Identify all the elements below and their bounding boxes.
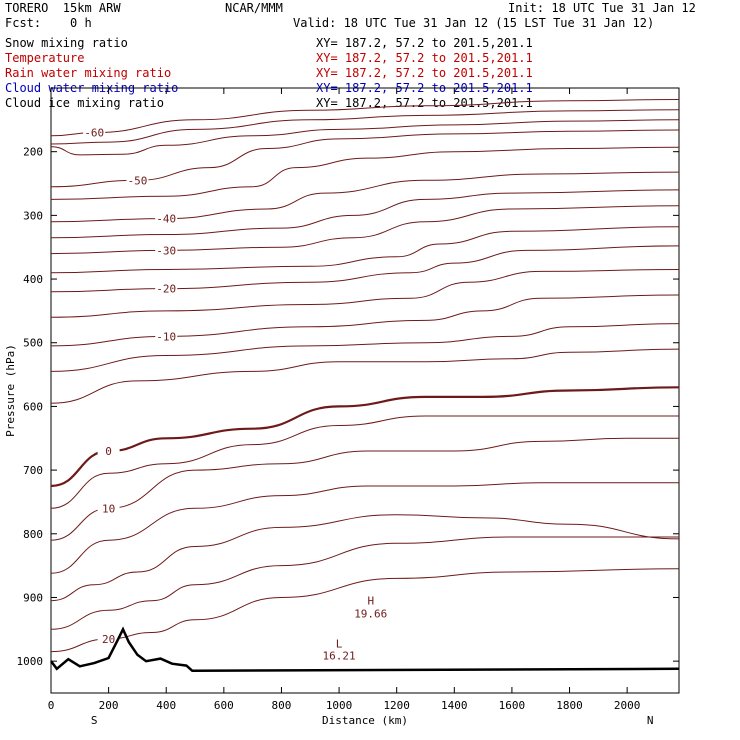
- x-tick-label: 0: [48, 699, 55, 712]
- annotation-1: 19.66: [354, 607, 387, 620]
- valid-time: Valid: 18 UTC Tue 31 Jan 12 (15 LST Tue …: [293, 16, 655, 30]
- x-tick-label: 1800: [556, 699, 583, 712]
- end-label-north: N: [647, 714, 654, 727]
- y-tick-label: 900: [23, 591, 43, 604]
- contour-label: 0: [105, 445, 112, 458]
- contour-label-bg: [97, 631, 120, 645]
- contour-label-bg: [97, 501, 120, 515]
- contour-line-10: [50, 437, 679, 541]
- annotation-0: H: [367, 595, 374, 608]
- contour-line-c8: [50, 226, 680, 274]
- contour-label: 10: [102, 502, 115, 515]
- contour-label-bg: [155, 243, 178, 257]
- temperature-contours: -60 -50 -40 -30 -20 -10 0 10 20: [50, 99, 680, 653]
- contour-label-bg: [97, 444, 120, 457]
- contour-line-m50: [50, 129, 680, 188]
- x-tick-label: 400: [156, 699, 176, 712]
- legend-label-snow: Snow mixing ratio: [5, 36, 128, 50]
- x-tick-label: 1000: [326, 699, 353, 712]
- contour-label-bg: [126, 173, 149, 187]
- plot-frame: [50, 87, 680, 694]
- y-tick-label: 700: [23, 464, 43, 477]
- init-time: Init: 18 UTC Tue 31 Jan 12: [508, 1, 696, 15]
- x-tick-label: 200: [99, 699, 119, 712]
- legend-label-temperature: Temperature: [5, 51, 85, 65]
- legend-xy-rain: XY= 187.2, 57.2 to 201.5,201.1: [316, 66, 533, 80]
- x-tick-label: 600: [214, 699, 234, 712]
- y-tick-label: 500: [23, 337, 43, 350]
- y-tick-label: 200: [23, 146, 43, 159]
- contour-line-m20: [50, 245, 680, 293]
- contour-label: -30: [156, 244, 176, 257]
- contour-label: -50: [127, 174, 147, 187]
- legend-xy-snow: XY= 187.2, 57.2 to 201.5,201.1: [316, 36, 533, 50]
- y-tick-label: 800: [23, 528, 43, 541]
- contour-line-c2: [50, 119, 680, 156]
- contour-label-bg: [83, 125, 106, 139]
- x-tick-label: 1200: [383, 699, 410, 712]
- annotation-3: 16.21: [323, 649, 356, 662]
- model-name: TORERO 15km ARW: [5, 1, 121, 15]
- y-tick-label: 1000: [17, 655, 44, 668]
- organization: NCAR/MMM: [225, 1, 283, 15]
- contour-label: -10: [156, 330, 176, 343]
- contour-line-20: [50, 568, 680, 653]
- contour-label: -60: [84, 127, 104, 140]
- contour-label: -40: [156, 213, 176, 226]
- contour-label-bg: [155, 211, 178, 225]
- x-axis-label: Distance (km): [322, 714, 408, 727]
- contour-label: -20: [156, 283, 176, 296]
- contour-line-0: [50, 386, 680, 488]
- x-tick-label: 1400: [441, 699, 468, 712]
- y-tick-label: 400: [23, 273, 43, 286]
- contour-line-m60: [50, 99, 680, 137]
- contour-line-c13: [50, 348, 680, 404]
- contour-label-bg: [155, 281, 178, 295]
- annotation-2: L: [336, 637, 343, 650]
- contour-line-c12: [50, 323, 680, 372]
- contour-line-c19: [50, 536, 679, 630]
- contour-line-c6: [50, 189, 680, 239]
- legend-label-cloud-ice: Cloud ice mixing ratio: [5, 96, 164, 110]
- x-tick-label: 1600: [499, 699, 526, 712]
- y-tick-label: 600: [23, 400, 43, 413]
- contour-label-bg: [155, 329, 178, 343]
- y-tick-label: 300: [23, 209, 43, 222]
- contour-line-c1: [50, 109, 680, 145]
- contour-line-c15: [50, 415, 679, 509]
- contour-line-c4: [50, 146, 680, 200]
- terrain: [50, 626, 680, 672]
- forecast-hour: Fcst: 0 h: [5, 16, 92, 30]
- x-tick-label: 800: [272, 699, 292, 712]
- contour-line-m10: [50, 294, 680, 347]
- end-label-south: S: [91, 714, 98, 727]
- legend-xy-temperature: XY= 187.2, 57.2 to 201.5,201.1: [316, 51, 533, 65]
- annotations: H19.66 L16.21: [323, 595, 388, 663]
- contour-line-c17: [50, 482, 679, 574]
- x-tick-label: 2000: [614, 699, 641, 712]
- contour-line-c18: [50, 514, 680, 602]
- axes: 0 200 400 600 800 1000 1200 1400 1600 1800 2000200…: [17, 88, 679, 712]
- terrain-line: [50, 626, 680, 672]
- y-axis-label: Pressure (hPa): [4, 344, 17, 437]
- legend-label-rain: Rain water mixing ratio: [5, 66, 172, 80]
- contour-line-c10: [50, 269, 680, 318]
- contour-label: 20: [102, 633, 115, 646]
